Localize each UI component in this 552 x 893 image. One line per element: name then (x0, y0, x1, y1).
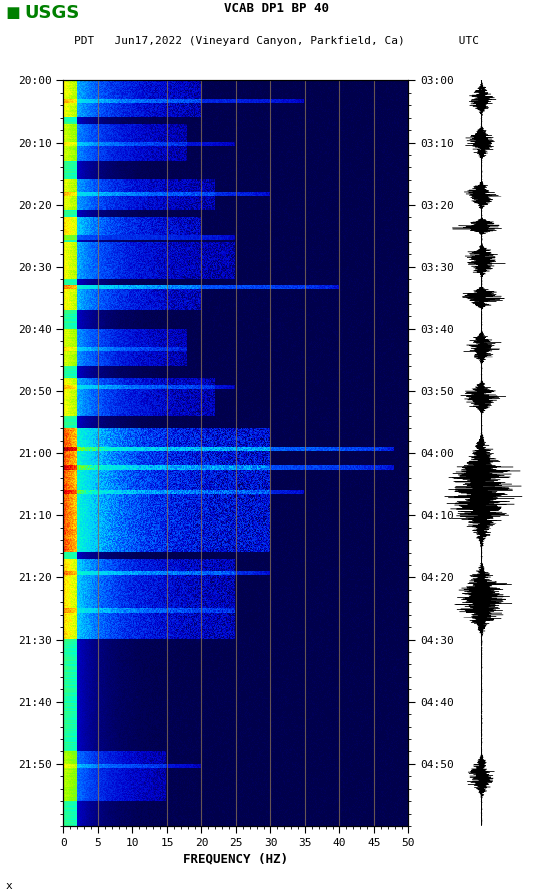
X-axis label: FREQUENCY (HZ): FREQUENCY (HZ) (183, 852, 289, 865)
Text: PDT   Jun17,2022 (Vineyard Canyon, Parkfield, Ca)        UTC: PDT Jun17,2022 (Vineyard Canyon, Parkfie… (73, 37, 479, 46)
Text: x: x (6, 880, 12, 890)
Text: USGS: USGS (25, 4, 80, 21)
Text: VCAB DP1 BP 40: VCAB DP1 BP 40 (224, 2, 328, 14)
Text: ◼: ◼ (6, 4, 20, 21)
